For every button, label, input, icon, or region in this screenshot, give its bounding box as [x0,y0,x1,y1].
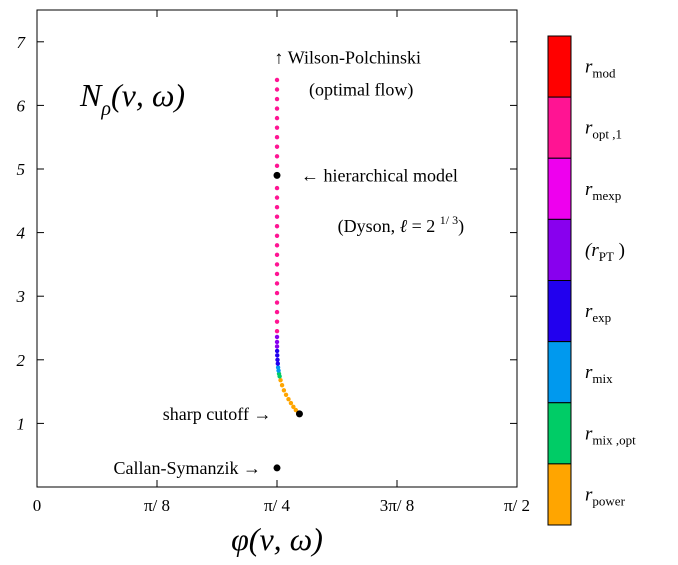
data-point [278,377,283,383]
legend-label: rmod [585,57,616,81]
data-point [274,271,280,277]
x-tick-label: π/ 2 [504,496,530,515]
data-point [291,404,296,410]
y-tick-label: 5 [17,160,26,179]
y-tick-label: 4 [17,224,26,243]
data-point [274,262,280,267]
y-tick-label: 7 [17,33,27,52]
annotation-hierarchical: ← hierarchical model [301,165,458,185]
data-point [286,397,291,402]
annotation-sharp-cutoff: sharp cutoff → [163,404,272,424]
data-point [274,243,280,248]
legend-label: ropt ,1 [585,118,622,142]
legend-swatch [547,218,572,281]
y-tick-label: 1 [17,414,26,433]
data-point [274,195,280,200]
data-point [275,361,280,366]
data-point [274,281,280,286]
data-point [274,125,280,130]
data-point [274,214,280,219]
data-point [274,309,280,315]
x-tick-label: 0 [33,496,42,515]
data-point [274,224,280,229]
legend-label: rmix ,opt [585,423,636,447]
legend-label: rpower [585,484,626,508]
data-point [274,185,280,191]
y-axis-label: Nρ(ν, ω) [79,77,185,120]
data-point [275,353,280,358]
data-point [274,334,280,340]
legend-swatch [547,280,572,343]
data-points [274,77,301,415]
data-point [274,339,280,345]
legend-label: (rPT ) [585,240,625,264]
legend-swatch [547,96,572,159]
data-point [274,344,280,349]
data-point [293,407,299,413]
annotation-callan-symanzik: Callan-Symanzik → [114,458,261,478]
data-point [274,135,280,140]
data-point [274,87,280,92]
data-point [274,96,280,102]
axis-labels: Nρ(ν, ω) φ(ν, ω) [79,77,323,557]
y-tick-label: 3 [16,287,26,306]
special-point [273,464,281,472]
annotations: ← hierarchical model sharp cutoff → Callan… [114,48,465,478]
axis-ticks: 0 π/ 8 π/ 4 3π/ 8 π/ 2 1 2 3 4 5 6 7 [16,10,530,515]
legend-swatch [547,463,572,526]
data-point [275,357,280,362]
data-point [274,163,280,169]
legend-swatch [547,402,572,465]
data-point [274,319,280,324]
data-point [274,233,280,238]
data-point [275,365,281,370]
data-point [274,348,280,354]
data-point [288,400,294,406]
y-tick-label: 6 [17,96,26,115]
x-tick-label: π/ 8 [144,496,170,515]
legend-swatch [547,157,572,220]
data-point [274,115,280,121]
special-points [273,171,303,472]
special-point [273,171,281,179]
annotation-optimal-flow: (optimal flow) [309,80,413,101]
x-tick-label: 3π/ 8 [380,496,415,515]
legend-label: rexp [585,301,611,325]
data-point [274,300,280,305]
data-point [274,204,280,210]
data-point [279,383,285,388]
data-point [274,290,280,296]
annotation-wilson-polchinski: ↑ Wilson-Polchinski [275,48,421,68]
data-point [274,328,280,334]
y-tick-label: 2 [17,351,26,370]
x-axis-label: φ(ν, ω) [231,521,323,557]
annotation-dyson: (Dyson, ℓ = 2 1/ 3) [338,213,465,237]
data-point [274,77,280,83]
data-point [274,252,280,258]
legend: rmod ropt ,1 rmexp (rPT ) rexp rmix rmix ,opt r… [547,35,636,526]
legend-label: rmix [585,362,613,386]
legend-label: rmexp [585,179,621,203]
x-tick-label: π/ 4 [264,496,291,515]
data-point [274,144,280,149]
special-point [295,410,303,418]
data-point [281,388,287,393]
legend-swatch [547,341,572,404]
data-point [283,392,289,397]
data-point [274,106,280,111]
data-point [274,154,280,159]
legend-swatch [547,35,572,98]
